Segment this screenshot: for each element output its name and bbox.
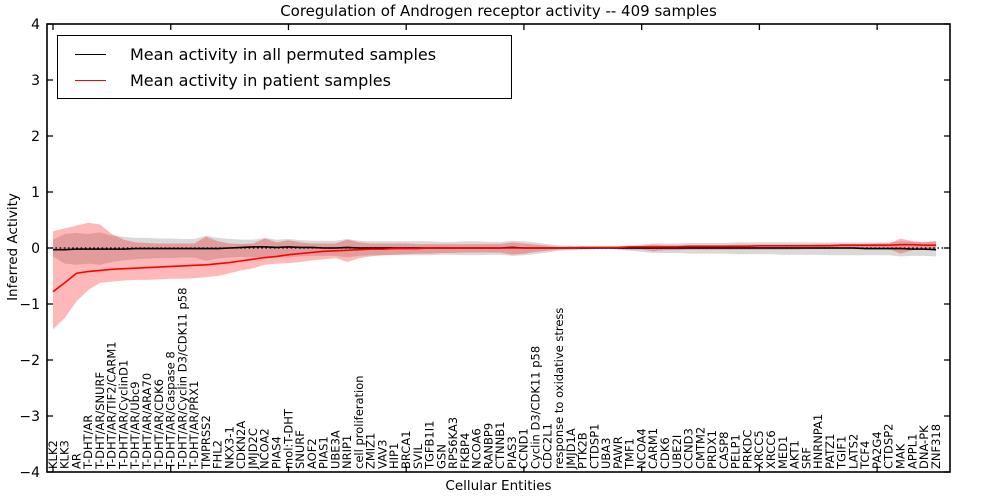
x-category-label: TCF4 [858, 441, 872, 470]
legend-line-permuted-swatch [75, 53, 106, 55]
x-category-label: HNRNPA1 [811, 414, 825, 469]
x-category-label: PATZ1 [823, 434, 837, 469]
x-axis-label: Cellular Entities [445, 478, 552, 494]
x-category-label: UBE3A [328, 430, 342, 469]
x-category-label: CCND1 [517, 428, 531, 469]
x-category-label: response to oxidative stress [552, 308, 566, 469]
x-category-label: PIAS3 [505, 436, 519, 469]
x-category-label: AOF2 [305, 438, 319, 469]
x-category-label: CASP8 [717, 432, 731, 469]
x-category-label: cell proliferation [352, 375, 366, 469]
x-category-label: KLK3 [58, 440, 72, 469]
x-category-label: FHL2 [211, 440, 225, 469]
x-category-label: T-DHT/AR/CyclinD1 [116, 360, 130, 470]
x-category-label: CTDSP1 [587, 424, 601, 469]
x-category-label: KLK2 [46, 440, 60, 469]
x-category-label: CDC2L1 [540, 423, 554, 469]
x-category-label: CDK6 [658, 437, 672, 469]
patient-mean-line [52, 243, 936, 293]
x-category-label: GSN [434, 444, 448, 469]
x-category-label: RPS6KA3 [446, 417, 460, 469]
y-tick-label: −3 [19, 409, 40, 425]
x-category-label: BRCA1 [399, 430, 413, 469]
x-category-label: SNURF [293, 430, 307, 469]
legend-label-patient: Mean activity in patient samples [130, 70, 391, 90]
legend-line-patient-swatch [75, 79, 106, 81]
legend-entry-permuted: Mean activity in all permuted samples [75, 41, 511, 67]
x-category-label: T-DHT/AR/Cyclin D3/CDK11 p58 [175, 288, 189, 470]
x-category-label: XRCC6 [764, 430, 778, 469]
x-category-label: VAV3 [375, 440, 389, 469]
x-category-label: mol:T-DHT [281, 408, 295, 469]
x-category-label: SRF [799, 447, 813, 469]
x-category-label: AR [69, 453, 83, 469]
x-category-label: T-DHT/AR/ARA70 [140, 373, 154, 470]
patient-std-band [53, 222, 936, 330]
x-category-label: T-DHT/AR/TIF2/CARM1 [105, 341, 119, 470]
x-category-label: CDKN2A [234, 421, 248, 469]
x-category-label: TGFB1I1 [423, 421, 437, 470]
legend-entry-patient: Mean activity in patient samples [75, 67, 511, 93]
x-category-label: HIP1 [387, 443, 401, 469]
x-category-label: T-DHT/AR/Ubc9 [128, 381, 142, 470]
y-tick-label: −1 [19, 297, 40, 313]
x-category-label: PRKDC [740, 430, 754, 469]
chart-title: Coregulation of Androgen receptor activi… [280, 2, 717, 20]
x-category-label: TGIF1 [835, 436, 849, 470]
y-tick-label: 1 [31, 185, 40, 201]
y-tick-label: 2 [31, 129, 40, 145]
x-category-label: NCOA6 [470, 428, 484, 469]
x-category-label: CARM1 [646, 428, 660, 469]
x-category-label: T-DHT/AR [81, 415, 95, 470]
x-category-label: Cyclin D3/CDK11 p58 [529, 346, 543, 469]
x-category-label: NKX3-1 [222, 426, 236, 469]
x-category-label: RANBP9 [481, 423, 495, 469]
x-category-label: PAWR [611, 436, 625, 469]
x-category-label: UBE2I [670, 435, 684, 469]
x-category-label: NCOA4 [634, 428, 648, 469]
x-category-label: T-DHT/AR/Caspase 8 [164, 351, 178, 470]
x-category-label: ZMIZ1 [364, 433, 378, 469]
x-category-label: NCOA2 [258, 428, 272, 469]
x-category-label: DNA-PK [917, 425, 931, 469]
x-category-label: T-DHT/AR/SNURF [93, 372, 107, 470]
x-category-label: CTDSP2 [882, 424, 896, 469]
x-category-label: PIAS4 [269, 436, 283, 469]
y-tick-label: 0 [31, 241, 40, 257]
x-category-label: PA2G4 [870, 431, 884, 469]
x-category-label: ZNF318 [929, 424, 943, 469]
x-category-label: NRIP1 [340, 435, 354, 469]
y-tick-label: 4 [31, 17, 40, 33]
y-tick-label: 3 [31, 73, 40, 89]
x-category-label: MAK [893, 443, 907, 469]
y-tick-label: −2 [19, 353, 40, 369]
x-category-label: MED1 [776, 436, 790, 469]
x-category-label: XRCC5 [752, 430, 766, 469]
x-category-label: CCND3 [682, 428, 696, 469]
x-category-label: CTNNB1 [493, 422, 507, 469]
x-category-label: UBA3 [599, 438, 613, 470]
legend: Mean activity in all permuted samples Me… [57, 35, 512, 99]
x-category-label: T-DHT/AR/PRX1 [187, 381, 201, 470]
x-category-label: TMF1 [623, 438, 637, 470]
x-category-label: LATS2 [846, 434, 860, 469]
x-category-label: JMJD1A [564, 428, 578, 470]
x-category-label: JMJD2C [246, 428, 260, 470]
x-category-label: PRDX1 [705, 430, 719, 469]
x-category-label: FKBP4 [458, 433, 472, 469]
legend-label-permuted: Mean activity in all permuted samples [130, 44, 437, 64]
x-category-label: PELP1 [729, 434, 743, 469]
x-category-label: APPL1 [905, 434, 919, 469]
x-category-label: CMTM2 [693, 427, 707, 469]
x-category-label: PTK2B [576, 432, 590, 469]
x-category-label: TMPRSS2 [199, 415, 213, 470]
x-category-label: SVIL [411, 443, 425, 469]
y-tick-label: −4 [19, 465, 40, 481]
x-category-label: T-DHT/AR/CDK6 [152, 379, 166, 470]
x-category-label: AKT1 [788, 440, 802, 469]
x-category-label: PIAS1 [317, 436, 331, 469]
y-axis-label: Inferred Activity [5, 193, 21, 301]
